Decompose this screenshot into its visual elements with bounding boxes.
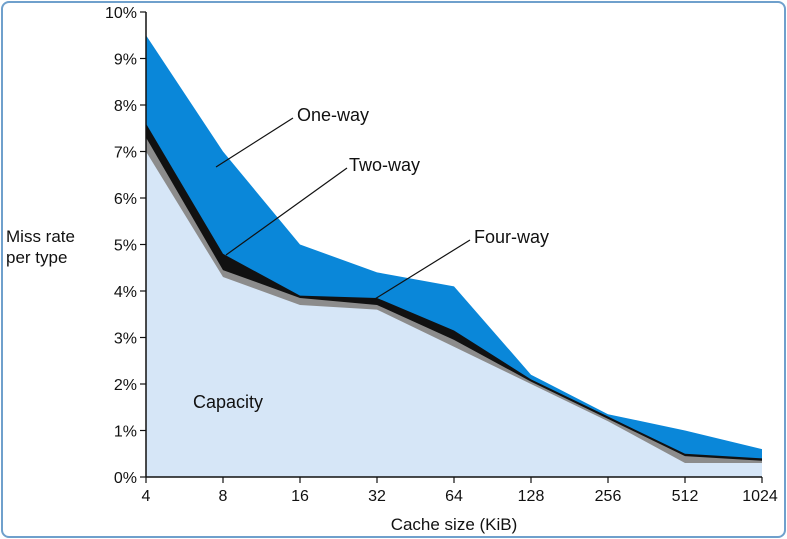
four-way-label: Four-way	[474, 227, 549, 247]
x-tick-label: 32	[368, 488, 386, 505]
one-way-leader	[215, 117, 294, 168]
x-axis-title: Cache size (KiB)	[391, 515, 518, 534]
y-tick-label: 7%	[114, 145, 137, 162]
area-capacity	[146, 151, 762, 477]
y-tick-label: 0%	[114, 470, 137, 487]
y-tick-label: 1%	[114, 424, 137, 441]
x-tick-label: 1024	[742, 488, 778, 505]
two-way-leader	[225, 167, 348, 256]
x-tick-label: 8	[219, 488, 228, 505]
y-tick-label: 6%	[114, 191, 137, 208]
y-tick-label: 3%	[114, 331, 137, 348]
x-tick-label: 512	[672, 488, 699, 505]
y-axis-title-line-2: per type	[6, 248, 67, 267]
x-tick-label: 128	[518, 488, 545, 505]
area-layers	[146, 35, 762, 478]
annotation-leaders	[215, 117, 471, 303]
x-ticks: 4 8 16 32 64 128 256 512 1024	[142, 477, 778, 505]
y-tick-label: 2%	[114, 377, 137, 394]
y-tick-label: 4%	[114, 284, 137, 301]
one-way-label: One-way	[297, 105, 369, 125]
y-axis-title-line-1: Miss rate	[6, 227, 75, 246]
capacity-label: Capacity	[193, 392, 263, 412]
x-tick-label: 16	[291, 488, 309, 505]
x-tick-label: 256	[595, 488, 622, 505]
x-tick-label: 64	[445, 488, 463, 505]
y-tick-label: 8%	[114, 98, 137, 115]
four-way-leader	[369, 239, 471, 303]
y-tick-label: 9%	[114, 52, 137, 69]
y-tick-label: 5%	[114, 238, 137, 255]
two-way-label: Two-way	[349, 155, 420, 175]
x-tick-label: 4	[142, 488, 151, 505]
y-ticks: 0% 1% 2% 3% 4% 5% 6% 7% 8% 9% 10%	[105, 5, 146, 487]
y-tick-label: 10%	[105, 5, 137, 22]
